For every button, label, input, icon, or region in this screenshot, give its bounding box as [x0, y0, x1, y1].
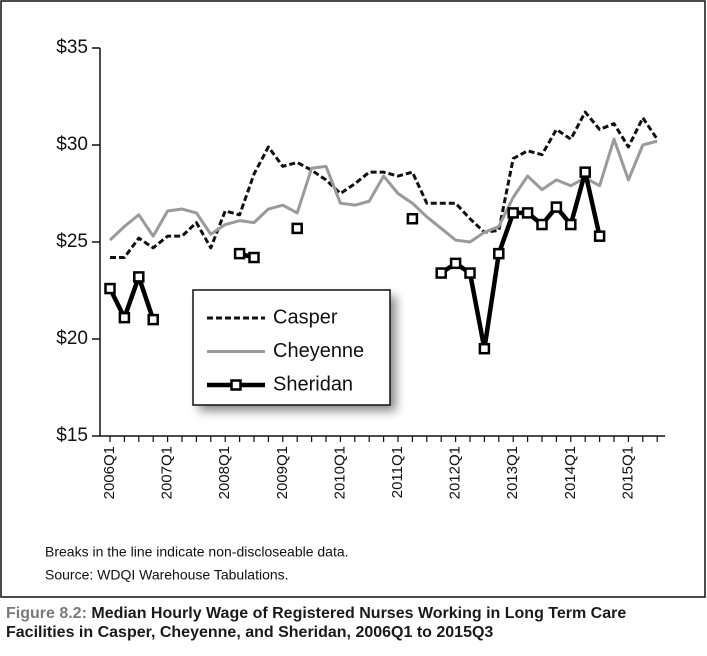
marker: [147, 313, 159, 326]
chart: Breaks in the line indicate non-disclose…: [0, 0, 706, 598]
marker: [118, 311, 131, 324]
legend-label: Casper: [273, 306, 338, 328]
y-tick-label: $25: [56, 231, 88, 252]
marker: [291, 222, 303, 235]
x-tick-label: 2007Q1: [159, 446, 176, 499]
marker: [493, 247, 505, 260]
series-line: [108, 137, 658, 244]
frame: [0, 0, 706, 598]
marker: [521, 207, 534, 219]
marker: [507, 207, 519, 219]
marker: [464, 267, 476, 279]
marker: [593, 230, 606, 242]
marker: [133, 271, 145, 283]
legend-label: Sheridan: [273, 373, 353, 395]
caption: Figure 8.2: Median Hourly Wage of Regist…: [0, 600, 707, 642]
x-tick-label: 2008Q1: [216, 446, 233, 499]
marker: [233, 247, 246, 260]
series-line: [107, 274, 156, 321]
x-tick-label: 2011Q1: [389, 446, 406, 498]
series-line: [439, 169, 602, 351]
marker: [449, 257, 462, 270]
x-tick-label: 2010Q1: [331, 446, 348, 499]
marker: [478, 342, 491, 355]
x-tick-label: 2012Q1: [447, 446, 464, 499]
x-tick-label: 2013Q1: [504, 446, 521, 499]
marker: [406, 212, 419, 225]
series-line: [110, 110, 659, 260]
y-tick-label: $15: [56, 425, 88, 446]
legend-marker: [230, 379, 242, 391]
x-tick-label: 2006Q1: [101, 446, 118, 499]
marker: [248, 251, 260, 264]
marker: [104, 282, 116, 295]
chart-title: Median Hourly Wage of Registered Nurses …: [6, 605, 627, 641]
legend-label: Cheyenne: [273, 340, 364, 362]
note: Breaks in the line indicate non-disclose…: [45, 544, 349, 560]
note: Source: WDQI Warehouse Tabulations.: [45, 567, 289, 583]
y-tick-label: $30: [56, 134, 88, 155]
marker: [565, 218, 577, 231]
y-tick-label: $20: [56, 328, 88, 349]
marker: [579, 166, 591, 178]
x-tick-label: 2014Q1: [562, 446, 579, 499]
x-tick-label: 2015Q1: [619, 446, 636, 499]
marker: [550, 201, 563, 213]
x-tick-label: 2009Q1: [274, 446, 291, 499]
figure-label: Figure 8.2:: [6, 605, 87, 622]
marker: [435, 267, 447, 279]
y-tick-label: $35: [56, 37, 88, 58]
marker: [536, 218, 548, 231]
